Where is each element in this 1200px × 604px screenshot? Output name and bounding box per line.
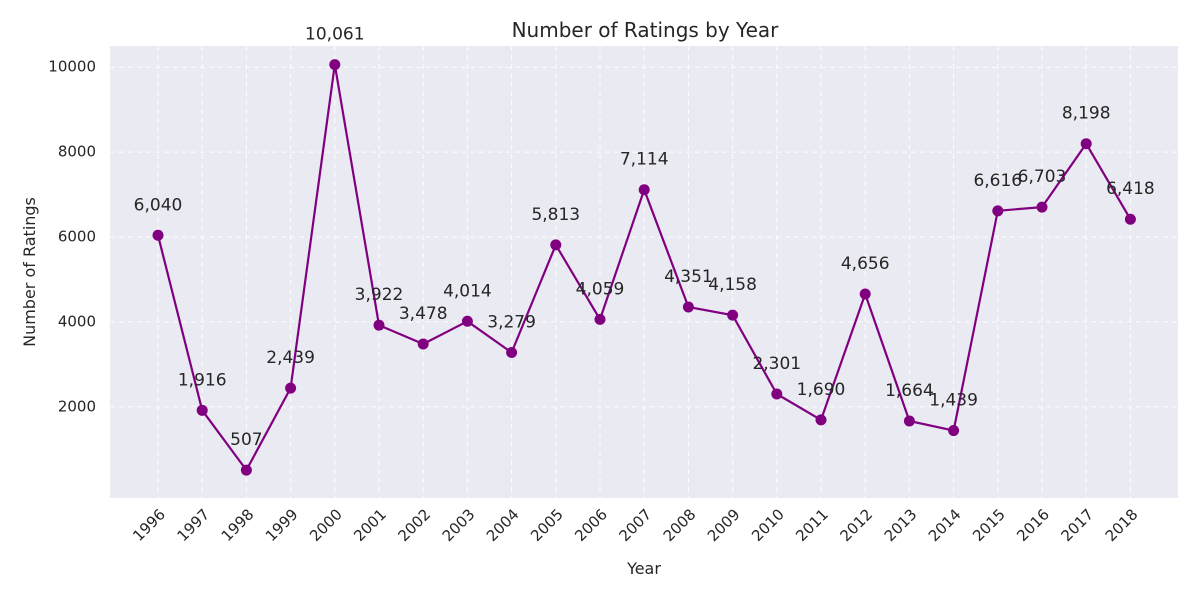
x-tick-label: 2003 xyxy=(439,505,479,545)
data-point xyxy=(240,464,252,476)
data-label: 4,351 xyxy=(664,267,713,287)
x-tick-label: 2017 xyxy=(1057,505,1097,545)
x-tick-label: 2009 xyxy=(704,505,744,545)
x-tick-label: 2015 xyxy=(969,505,1009,545)
data-point xyxy=(771,388,783,400)
data-point xyxy=(727,309,739,321)
data-point xyxy=(638,184,650,196)
data-point xyxy=(1080,138,1092,150)
y-axis-label: Number of Ratings xyxy=(20,197,39,347)
x-tick-label: 1997 xyxy=(173,505,213,545)
x-tick-label: 2000 xyxy=(306,505,346,545)
data-label: 1,690 xyxy=(797,380,846,400)
data-label: 6,418 xyxy=(1106,179,1155,199)
x-tick-label: 2008 xyxy=(660,505,700,545)
x-tick-label: 1998 xyxy=(218,505,258,545)
data-point xyxy=(506,346,518,358)
x-tick-label: 2013 xyxy=(881,505,921,545)
data-point xyxy=(1036,201,1048,213)
x-tick-label: 2001 xyxy=(350,505,390,545)
y-tick-label: 8000 xyxy=(58,143,96,161)
data-label: 1,916 xyxy=(178,370,227,390)
data-label: 4,158 xyxy=(708,275,757,295)
data-label: 1,439 xyxy=(929,391,978,411)
data-label: 4,059 xyxy=(576,279,625,299)
data-label: 7,114 xyxy=(620,150,669,170)
x-tick-label: 2005 xyxy=(527,505,567,545)
data-label: 5,813 xyxy=(531,205,580,225)
data-label: 6,703 xyxy=(1018,167,1067,187)
x-tick-label: 2007 xyxy=(615,505,655,545)
data-point xyxy=(152,229,164,241)
data-point xyxy=(550,239,562,251)
data-point xyxy=(285,382,297,394)
data-label: 1,664 xyxy=(885,381,934,401)
data-point xyxy=(859,288,871,300)
data-label: 8,198 xyxy=(1062,104,1111,124)
x-axis-label: Year xyxy=(626,559,661,578)
x-tick-label: 2012 xyxy=(836,505,876,545)
data-point xyxy=(992,205,1004,217)
data-point xyxy=(594,313,606,325)
x-tick-label: 2004 xyxy=(483,505,523,545)
data-label: 3,478 xyxy=(399,304,448,324)
x-axis-ticks: 1996 1997 1998 1999 2000 2001 2002 2003 2004 2005… xyxy=(129,505,1141,545)
data-points xyxy=(152,59,1136,476)
data-point xyxy=(903,415,915,427)
x-tick-label: 2002 xyxy=(394,505,434,545)
x-tick-label: 1999 xyxy=(262,505,302,545)
gridlines xyxy=(110,46,1178,498)
data-label: 4,656 xyxy=(841,254,890,274)
x-tick-label: 2011 xyxy=(792,505,832,545)
y-tick-label: 10000 xyxy=(48,58,96,76)
y-tick-label: 4000 xyxy=(58,312,96,330)
chart-title: Number of Ratings by Year xyxy=(512,18,780,42)
data-label: 2,301 xyxy=(752,354,801,374)
data-label: 10,061 xyxy=(305,25,364,45)
data-label: 507 xyxy=(230,430,262,450)
x-tick-label: 2014 xyxy=(925,505,965,545)
data-point xyxy=(329,59,341,71)
data-point xyxy=(417,338,429,350)
data-label: 6,616 xyxy=(973,171,1022,191)
data-point xyxy=(461,315,473,327)
y-tick-label: 2000 xyxy=(58,397,96,415)
x-tick-label: 2016 xyxy=(1013,505,1053,545)
data-point xyxy=(373,319,385,331)
data-point xyxy=(948,425,960,437)
data-label: 3,922 xyxy=(355,285,404,305)
data-point xyxy=(196,404,208,416)
y-axis-ticks: 2000 4000 6000 8000 10000 xyxy=(48,58,96,416)
data-label: 6,040 xyxy=(134,195,183,215)
data-point xyxy=(682,301,694,313)
y-tick-label: 6000 xyxy=(58,227,96,245)
data-label: 2,439 xyxy=(266,348,315,368)
x-tick-label: 1996 xyxy=(129,505,169,545)
x-tick-label: 2010 xyxy=(748,505,788,545)
data-label: 3,279 xyxy=(487,312,536,332)
data-point xyxy=(815,414,827,426)
x-tick-label: 2006 xyxy=(571,505,611,545)
x-tick-label: 2018 xyxy=(1102,505,1142,545)
data-point xyxy=(1124,213,1136,225)
data-label: 4,014 xyxy=(443,281,492,301)
